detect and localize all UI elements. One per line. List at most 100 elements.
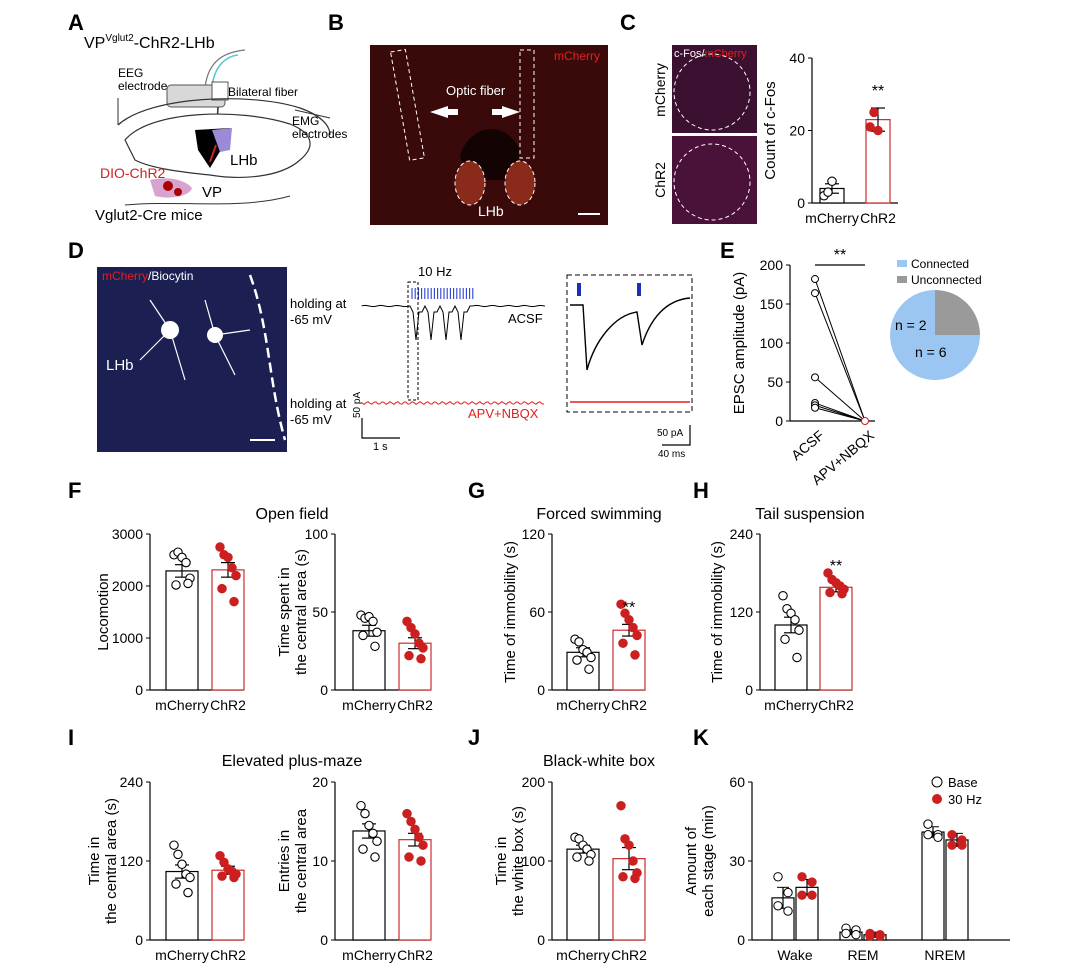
dendrites: [139, 299, 251, 381]
G-ytick-label: 60: [529, 604, 545, 620]
vp-neuron-2: [174, 188, 182, 196]
lhb-label-d: LHb: [106, 357, 134, 374]
H-point: [778, 590, 788, 601]
I1-point: [171, 879, 181, 889]
inset-acsf-trace: [570, 297, 691, 371]
C-xtick-label: mCherry: [805, 210, 859, 226]
E-point-acsf: [811, 373, 819, 382]
E-xtick-label: ACSF: [788, 427, 827, 463]
K-point: [923, 829, 933, 840]
acsf-label: ACSF: [508, 311, 543, 326]
vp-neuron-1: [163, 181, 173, 191]
lhb-boundary: [248, 274, 287, 441]
G-ytick-label: 0: [537, 682, 545, 698]
F2-ylabel: Time spent in: [276, 567, 293, 656]
F1-point: [229, 596, 239, 607]
C-ytick-label: 40: [789, 50, 805, 66]
I2-point: [358, 844, 368, 854]
I2-bar-chr2: [398, 839, 432, 941]
H-bar-chr2: [819, 586, 853, 691]
F1-ytick-label: 2000: [112, 578, 143, 594]
F1-point: [223, 552, 233, 563]
C-ytick-label: 0: [797, 195, 805, 211]
emg-label: EMG: [292, 114, 319, 128]
stim-ticks: [411, 288, 474, 299]
G-point: [632, 630, 642, 641]
legend-k: Base 30 Hz: [931, 775, 982, 807]
panel-e-legend: Connected Unconnected n = 2 n = 6: [890, 257, 982, 380]
title-open-field: Open field: [256, 506, 329, 523]
arrow-left-icon: [430, 106, 458, 118]
I1-bar-chr2: [211, 869, 245, 941]
fiber-track-right: [519, 49, 535, 159]
K-xtick-label: NREM: [924, 947, 965, 963]
F1-xtick-label: ChR2: [210, 697, 246, 713]
panel-letter-f: F: [68, 478, 81, 503]
K-point: [865, 931, 875, 941]
cfos-stain-label: c-Fos/mCherry: [674, 48, 747, 60]
row-label-chr2: ChR2: [652, 162, 668, 198]
H-ylabel: Time of immobility (s): [709, 541, 726, 683]
I2-xtick-label: mCherry: [342, 947, 396, 963]
scale-bar-trace: [361, 418, 400, 439]
G-point: [624, 615, 634, 625]
H-xtick-label: ChR2: [818, 697, 854, 713]
F1-point: [171, 580, 181, 590]
scale-x-label-1: 1 s: [373, 441, 388, 453]
legend-30hz-label: 30 Hz: [948, 792, 982, 807]
lhb-label-b: LHb: [478, 203, 504, 219]
K-xtick-label: REM: [847, 947, 878, 963]
K-ylabel: each stage (min): [700, 805, 717, 917]
F1-point: [231, 570, 241, 581]
J-ytick-label: 100: [522, 853, 546, 869]
K-bar-30-hz: [945, 839, 969, 941]
G-point: [618, 638, 628, 648]
lhb-region: [212, 128, 232, 152]
C-point: [865, 122, 875, 132]
E-ytick-label: 200: [760, 257, 784, 273]
lhb-label: LHb: [230, 152, 258, 169]
panel-letter-i: I: [68, 725, 74, 750]
H-point: [790, 615, 800, 625]
legend-base-marker: [931, 776, 943, 788]
panel-letter-k: K: [693, 725, 709, 750]
zoom-inset: [566, 274, 693, 413]
legend-unconnected: Unconnected: [911, 273, 982, 287]
legend-base-label: Base: [948, 775, 978, 790]
I1-bar-mcherry: [165, 870, 199, 941]
G-point: [574, 637, 584, 647]
F2-ytick-label: 100: [305, 526, 329, 542]
E-ylabel: EPSC amplitude (pA): [731, 272, 748, 415]
K-point: [947, 829, 957, 840]
emg-electrodes-label: electrodes: [292, 127, 347, 141]
title-forced-swimming: Forced swimming: [536, 506, 661, 523]
C-ylabel: Count of c-Fos: [762, 81, 779, 179]
F2-point: [372, 627, 382, 638]
cfos-image-mcherry: [672, 45, 757, 133]
chart-i-entries: 0 10 20 Entries in the central area mCherry Ch…: [276, 774, 433, 963]
panel-letter-a: A: [68, 10, 84, 35]
G-ylabel: Time of immobility (s): [502, 541, 519, 683]
lhb-right-outline: [504, 160, 536, 206]
K-ytick-label: 60: [729, 774, 745, 790]
I2-point: [402, 808, 412, 819]
G-point: [572, 655, 582, 665]
G-point: [616, 599, 626, 609]
I2-point: [356, 800, 366, 811]
F1-ylabel: Locomotion: [95, 573, 112, 651]
G-point: [586, 652, 596, 663]
I1-ylabel: Time in: [86, 837, 103, 886]
I2-point: [414, 832, 424, 843]
scale-y-label-2: 50 pA: [657, 428, 683, 439]
E-ytick-label: 0: [775, 413, 783, 429]
F1-bar-chr2: [211, 569, 245, 691]
panel-letter-e: E: [720, 238, 735, 263]
K-bar-base: [921, 831, 945, 941]
F2-bar-mcherry: [352, 630, 386, 691]
I2-ylabel: the central area: [293, 808, 310, 913]
E-point-apv: [861, 417, 869, 425]
I1-xtick-label: mCherry: [155, 947, 209, 963]
I2-bar-mcherry: [352, 830, 386, 941]
K-point: [957, 840, 967, 850]
